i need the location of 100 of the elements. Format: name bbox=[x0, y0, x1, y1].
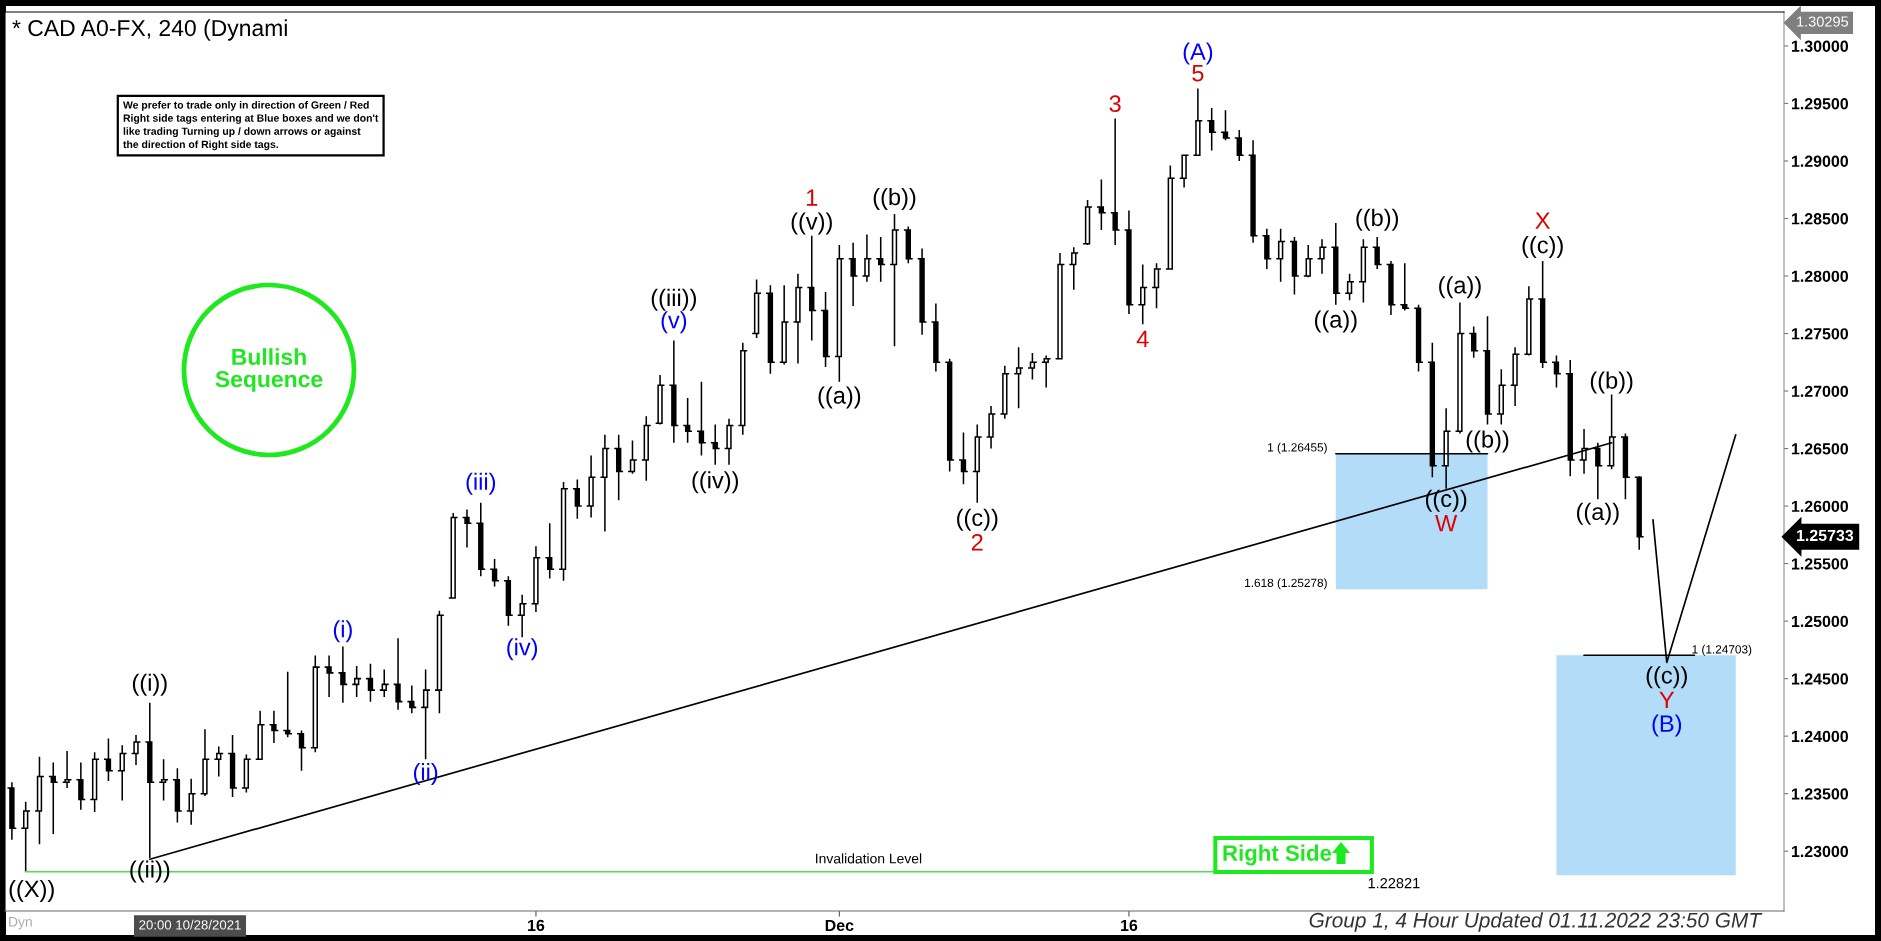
y-tick-label: 1.30000 bbox=[1791, 40, 1849, 52]
candlestick bbox=[1123, 209, 1135, 315]
annotation: ((iv)) bbox=[692, 471, 739, 494]
annotation: (iv) bbox=[507, 638, 538, 661]
candlestick bbox=[365, 662, 376, 703]
candlestick bbox=[1027, 352, 1038, 381]
candlestick bbox=[392, 637, 404, 711]
candlestick bbox=[1303, 244, 1314, 278]
candlestick bbox=[765, 284, 776, 375]
annotation: 1.618 (1.25278) bbox=[1245, 578, 1327, 590]
candlestick bbox=[654, 374, 666, 426]
annotation: ((a)) bbox=[1439, 276, 1481, 299]
candlestick bbox=[461, 508, 473, 549]
candlestick bbox=[337, 645, 349, 704]
candlestick bbox=[1013, 346, 1024, 410]
y-tick-label: 1.25500 bbox=[1791, 558, 1849, 570]
candlestick bbox=[1261, 228, 1273, 270]
candlestick bbox=[1413, 303, 1424, 373]
candlestick bbox=[1178, 154, 1190, 189]
candlestick bbox=[806, 234, 817, 342]
x-tick-label: 16 bbox=[1121, 919, 1138, 932]
candlestick bbox=[351, 665, 362, 698]
annotation: (v) bbox=[661, 311, 687, 334]
annotation: ((b)) bbox=[1356, 208, 1398, 231]
annotation: 5 bbox=[1192, 65, 1204, 82]
candlestick bbox=[1468, 325, 1479, 359]
candlestick bbox=[558, 481, 569, 582]
candlestick bbox=[185, 777, 197, 826]
y-tick-label: 1.29500 bbox=[1791, 98, 1849, 110]
candlestick bbox=[999, 364, 1011, 420]
candlestick bbox=[268, 710, 280, 744]
x-tick-label: Dec bbox=[825, 919, 854, 932]
candlestick bbox=[448, 512, 459, 599]
candlestick bbox=[985, 405, 997, 450]
annotation: W bbox=[1435, 515, 1458, 532]
candlestick bbox=[89, 751, 100, 813]
candlestick bbox=[682, 397, 693, 444]
candlestick bbox=[75, 761, 87, 811]
candlestick bbox=[530, 545, 542, 613]
candlestick bbox=[1151, 262, 1162, 309]
candlestick bbox=[1537, 260, 1548, 369]
candlestick bbox=[489, 558, 500, 588]
candlestick bbox=[820, 291, 831, 368]
candlestick bbox=[1068, 246, 1079, 291]
candlestick bbox=[516, 593, 528, 638]
y-tick-label: 1.28000 bbox=[1791, 270, 1849, 282]
candlestick bbox=[1399, 262, 1410, 312]
text: Dyn bbox=[9, 917, 32, 930]
candlestick bbox=[130, 734, 142, 766]
annotation: ((X)) bbox=[9, 879, 54, 902]
annotation: ((v)) bbox=[791, 212, 832, 235]
candlestick bbox=[599, 433, 611, 533]
candlestick bbox=[406, 684, 418, 714]
candlestick bbox=[930, 302, 942, 373]
annotation: (i) bbox=[333, 620, 352, 643]
candlestick bbox=[1385, 260, 1397, 316]
candlestick bbox=[379, 668, 390, 698]
annotation: ((c)) bbox=[957, 508, 998, 531]
candlestick bbox=[1082, 199, 1093, 246]
candlestick bbox=[861, 233, 873, 283]
candlestick bbox=[1523, 285, 1535, 357]
annotation: (ii) bbox=[413, 762, 438, 785]
candlestick bbox=[723, 417, 735, 466]
candlestick bbox=[1275, 228, 1286, 283]
text: 20:00 10/28/2021 bbox=[139, 919, 241, 930]
candlestick bbox=[1634, 475, 1645, 551]
annotation: 1 (1.26455) bbox=[1268, 442, 1327, 454]
candlestick bbox=[1344, 272, 1355, 301]
annotation: 3 bbox=[1109, 95, 1121, 113]
candlestick bbox=[1454, 301, 1466, 435]
annotation: Y bbox=[1659, 691, 1675, 708]
candlestick bbox=[282, 670, 293, 739]
annotation: ((c)) bbox=[1425, 489, 1467, 512]
annotation: 4 bbox=[1136, 330, 1149, 348]
candlestick bbox=[751, 278, 762, 339]
candlestick bbox=[696, 381, 707, 457]
candlestick bbox=[627, 439, 638, 475]
candlestick bbox=[1109, 117, 1121, 246]
annotation: Right Side bbox=[1223, 844, 1332, 866]
series-label: Invalidation Level bbox=[816, 853, 922, 864]
annotation: ((b)) bbox=[1590, 371, 1633, 394]
candlestick bbox=[1137, 263, 1148, 326]
candlestick bbox=[20, 800, 31, 873]
candlestick bbox=[1289, 236, 1300, 296]
candlestick bbox=[1247, 139, 1259, 244]
candlestick bbox=[296, 729, 307, 772]
annotation: (A) bbox=[1183, 42, 1213, 65]
candlestick bbox=[889, 213, 900, 347]
candlestick bbox=[572, 478, 583, 520]
candlestick bbox=[544, 522, 555, 580]
candlestick bbox=[34, 756, 45, 846]
candlestick bbox=[227, 734, 238, 798]
candlestick bbox=[48, 761, 59, 835]
candlestick bbox=[958, 431, 969, 485]
candlestick bbox=[668, 339, 680, 444]
candlestick bbox=[117, 744, 128, 802]
candlestick bbox=[737, 341, 748, 436]
y-tick-label: 1.24000 bbox=[1791, 730, 1849, 743]
text: 1.25733 bbox=[1797, 529, 1854, 542]
candlestick bbox=[1220, 109, 1231, 142]
